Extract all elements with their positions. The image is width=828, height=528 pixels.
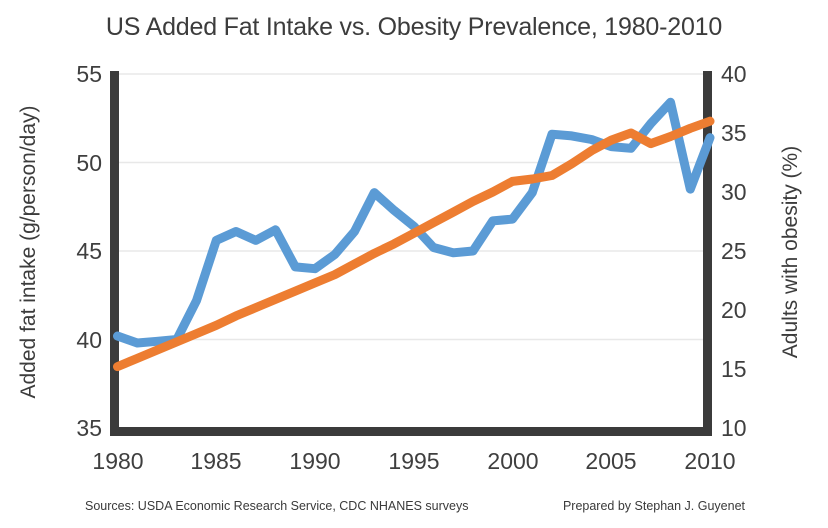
right-axis-tick: 30 (721, 179, 747, 205)
left-axis-title: Added fat intake (g/person/day) (17, 105, 40, 399)
right-axis-title: Adults with obesity (%) (779, 145, 802, 359)
x-axis-tick: 1980 (92, 448, 144, 474)
left-axis-bar (110, 71, 119, 436)
footer-credit: Prepared by Stephan J. Guyenet (562, 499, 745, 513)
right-axis-bar (703, 71, 712, 436)
gridlines (119, 73, 703, 341)
left-axis-tick: 40 (76, 327, 102, 353)
bottom-axis-bar (110, 427, 712, 436)
axis-bars (110, 71, 712, 436)
right-axis-tick: 20 (721, 297, 747, 323)
obesity-line (113, 116, 715, 372)
x-axis-tick: 1995 (388, 448, 440, 474)
chart-title: US Added Fat Intake vs. Obesity Prevalen… (105, 13, 723, 41)
right-axis-tick: 40 (721, 61, 747, 87)
left-axis-tick: 50 (76, 150, 102, 176)
right-axis-tick: 10 (721, 415, 747, 441)
left-axis-tick: 45 (76, 238, 102, 264)
left-axis-tick: 35 (76, 415, 102, 441)
x-axis-tick: 1985 (190, 448, 242, 474)
x-axis-tick: 1990 (289, 448, 341, 474)
x-axis-tick: 2010 (684, 448, 736, 474)
footer-sources: Sources: USDA Economic Research Service,… (85, 499, 469, 513)
fat-intake-line (113, 97, 715, 348)
x-axis-tick: 2005 (585, 448, 637, 474)
right-axis-tick: 25 (721, 238, 747, 264)
x-axis-tick: 2000 (487, 448, 539, 474)
left-axis-tick: 55 (76, 61, 102, 87)
right-axis-tick: 35 (721, 120, 747, 146)
right-axis-tick: 15 (721, 356, 747, 382)
